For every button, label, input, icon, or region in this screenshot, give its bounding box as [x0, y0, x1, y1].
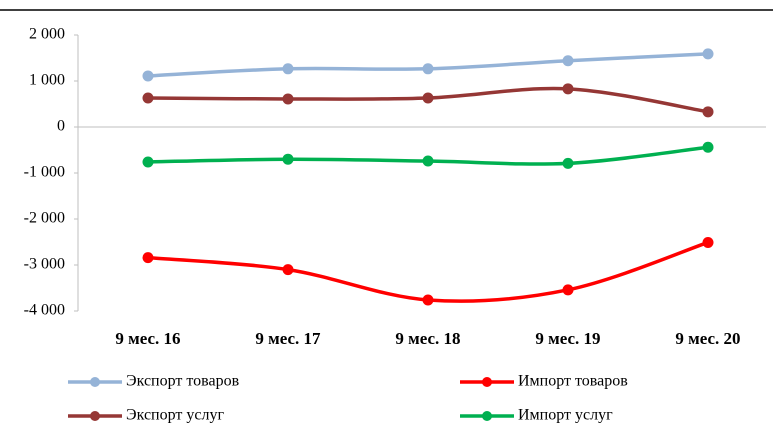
- point: [142, 156, 154, 168]
- legend-marker: [90, 377, 100, 387]
- point: [702, 48, 714, 60]
- x-tick-label: 9 мес. 19: [535, 329, 600, 348]
- y-tick-label: -4 000: [24, 302, 65, 319]
- legend-label: Экспорт услуг: [126, 407, 224, 424]
- point: [702, 236, 714, 248]
- point: [142, 70, 154, 82]
- legend-label: Импорт услуг: [518, 407, 613, 424]
- y-tick-label: -1 000: [24, 164, 65, 181]
- point: [562, 55, 574, 67]
- series-line: [147, 240, 709, 303]
- legend-marker: [90, 411, 100, 421]
- y-tick-label: 1 000: [29, 72, 65, 89]
- point: [422, 294, 434, 306]
- legend-label: Импорт товаров: [518, 373, 628, 390]
- legend-marker: [482, 377, 492, 387]
- point: [562, 157, 574, 169]
- y-tick-label: 0: [57, 118, 65, 135]
- x-tick-label: 9 мес. 20: [675, 329, 740, 348]
- legend-label: Экспорт товаров: [126, 373, 240, 390]
- point: [702, 106, 714, 118]
- x-tick-label: 9 мес. 16: [115, 329, 180, 348]
- point: [702, 141, 714, 153]
- x-tick-label: 9 мес. 18: [395, 329, 460, 348]
- legend-marker: [482, 411, 492, 421]
- point: [142, 92, 154, 104]
- point: [142, 252, 154, 264]
- x-tick-label: 9 мес. 17: [255, 329, 321, 348]
- point: [422, 92, 434, 104]
- point: [282, 63, 294, 75]
- point: [562, 83, 574, 95]
- point: [282, 93, 294, 105]
- y-tick-label: 2 000: [29, 26, 65, 43]
- point: [422, 63, 434, 75]
- point: [282, 264, 294, 276]
- y-tick-label: -2 000: [24, 210, 65, 227]
- point: [562, 284, 574, 296]
- y-tick-label: -3 000: [24, 256, 65, 273]
- point: [422, 155, 434, 167]
- point: [282, 153, 294, 165]
